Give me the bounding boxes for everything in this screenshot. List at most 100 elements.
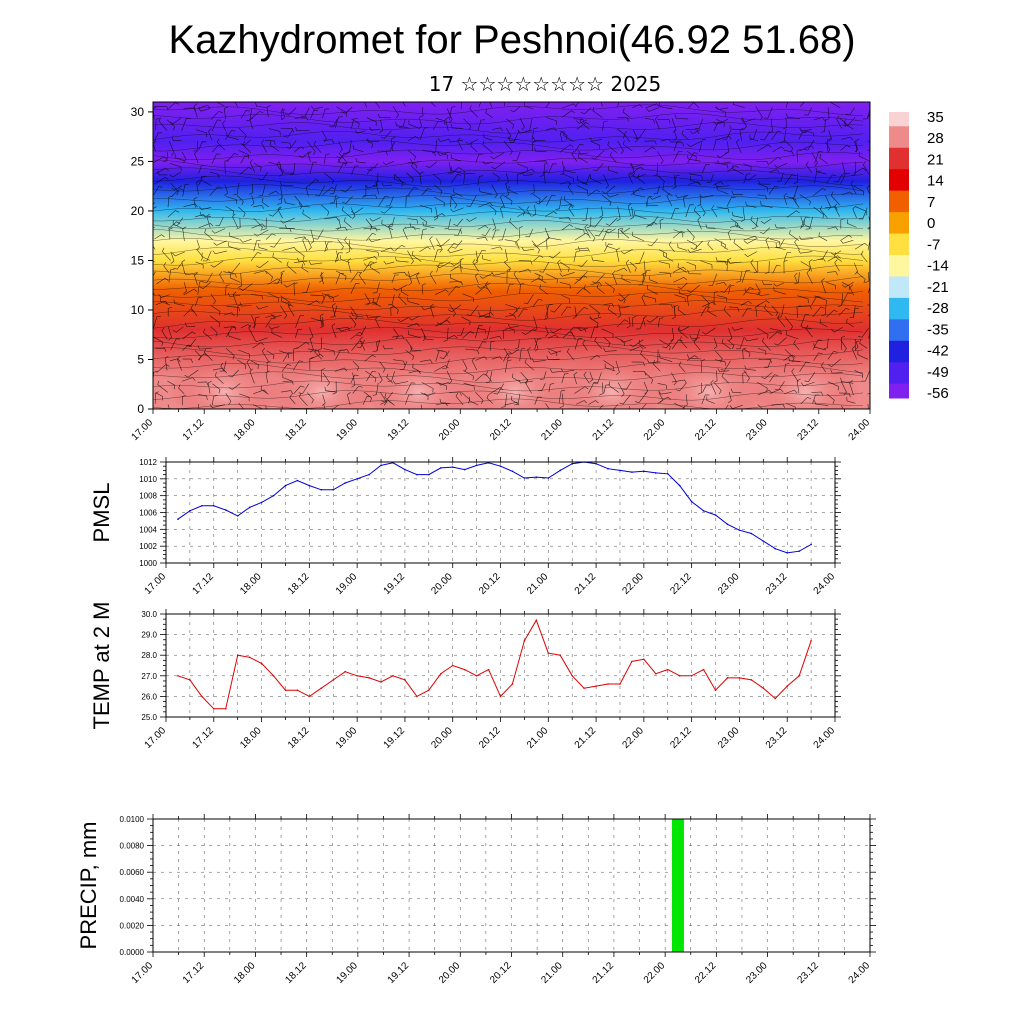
- wind-barb: [813, 117, 826, 121]
- wind-barb: [725, 404, 729, 409]
- wind-barb: [284, 224, 295, 229]
- temp2m-point: [356, 675, 358, 677]
- wind-barb: [223, 312, 235, 317]
- wind-barb: [335, 270, 347, 281]
- wind-barb: [455, 392, 464, 405]
- wind-barb: [341, 185, 353, 193]
- wind-barb: [677, 282, 688, 289]
- wind-barb: [865, 272, 870, 283]
- wind-barb: [686, 228, 695, 241]
- heatmap-ytick-label: 20: [131, 204, 145, 218]
- wind-barb: [479, 272, 493, 279]
- wind-barb: [210, 305, 221, 316]
- wind-barb: [840, 381, 847, 396]
- wind-barb: [560, 282, 571, 289]
- contour-line: [153, 149, 864, 160]
- wind-barb: [827, 358, 841, 367]
- wind-barb: [803, 140, 815, 151]
- wind-barb: [351, 340, 364, 351]
- wind-barb: [524, 358, 535, 371]
- wind-barb: [266, 360, 271, 373]
- wind-barb: [735, 139, 742, 154]
- time-tick-label: 23.00: [716, 725, 742, 751]
- wind-barb: [772, 265, 781, 274]
- wind-barb: [588, 400, 599, 405]
- wind-barb: [685, 128, 699, 134]
- wind-barb: [607, 141, 617, 154]
- wind-barb: [594, 336, 603, 349]
- contour-line: [153, 336, 864, 348]
- wind-barb: [449, 391, 462, 396]
- contour-line: [153, 113, 864, 125]
- wind-barb: [167, 306, 173, 317]
- wind-barb: [491, 271, 506, 276]
- wind-barb: [660, 138, 672, 143]
- wind-barb: [587, 189, 600, 197]
- wind-barb: [450, 123, 463, 129]
- wind-barb: [310, 317, 323, 326]
- wind-barb: [545, 403, 550, 409]
- time-tick-label: 21.12: [573, 571, 599, 597]
- wind-barb: [198, 206, 212, 211]
- wind-barb: [846, 396, 856, 404]
- wind-barb: [786, 210, 800, 218]
- wind-barb: [726, 196, 736, 207]
- wind-barb: [671, 208, 679, 219]
- wind-barb: [412, 363, 422, 373]
- wind-barb: [282, 352, 293, 363]
- wind-barb: [236, 304, 242, 317]
- colorbar-swatch: [889, 240, 909, 249]
- wind-barb: [838, 307, 850, 316]
- warm-cell: [460, 344, 571, 409]
- wind-barb: [336, 150, 351, 159]
- wind-barb: [672, 174, 677, 190]
- wind-barb: [702, 327, 716, 335]
- wind-barb: [632, 231, 645, 242]
- pmsl-ytick-label: 1010: [139, 475, 157, 484]
- wind-barb: [518, 226, 523, 239]
- wind-barb: [407, 136, 419, 141]
- wind-barb: [476, 236, 488, 241]
- wind-barb: [557, 259, 562, 273]
- time-tick-label: 19.00: [335, 417, 361, 443]
- temp2m-ylabel: TEMP at 2 M: [89, 602, 114, 730]
- time-tick-label: 22.00: [642, 960, 668, 986]
- wind-barb: [202, 272, 213, 283]
- wind-barb: [506, 268, 512, 284]
- wind-barb: [814, 400, 829, 406]
- wind-barb: [195, 297, 203, 307]
- wind-barb: [419, 127, 429, 140]
- temp2m-point: [798, 675, 800, 677]
- wind-barb: [216, 102, 225, 107]
- wind-barb: [309, 161, 318, 174]
- wind-barb: [155, 117, 160, 130]
- wind-barb: [649, 195, 661, 200]
- wind-barb: [265, 233, 276, 240]
- wind-barb: [769, 374, 779, 383]
- wind-barb: [337, 218, 341, 230]
- wind-barb: [490, 152, 504, 160]
- wind-barb: [673, 130, 677, 141]
- wind-barb: [622, 108, 631, 118]
- wind-barb: [463, 118, 472, 130]
- wind-barb: [742, 371, 747, 384]
- temp2m-point: [224, 707, 227, 710]
- wind-barb: [616, 206, 621, 222]
- wind-barb: [589, 371, 594, 383]
- wind-barb: [451, 240, 463, 249]
- wind-barb: [763, 107, 773, 119]
- wind-barb: [206, 213, 211, 228]
- wind-barb: [214, 371, 224, 384]
- wind-barb: [380, 130, 392, 139]
- wind-barb: [485, 108, 493, 119]
- wind-barb: [840, 234, 852, 241]
- wind-barb: [169, 117, 182, 125]
- wind-barb: [852, 185, 865, 196]
- wind-barb: [329, 305, 338, 318]
- wind-barb: [323, 404, 326, 409]
- wind-barb: [501, 393, 508, 408]
- wind-barb: [705, 224, 716, 230]
- wind-barb: [578, 150, 589, 155]
- wind-barb: [225, 284, 230, 296]
- contour-line: [153, 130, 864, 143]
